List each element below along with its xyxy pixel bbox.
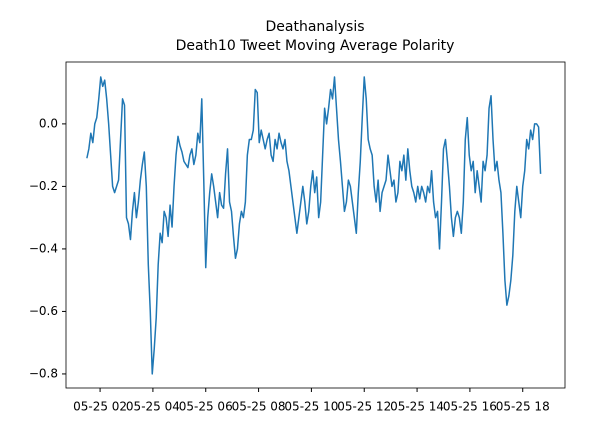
y-tick-label: −0.2 — [29, 179, 58, 193]
x-tick-label: 05-25 16 — [443, 400, 497, 414]
chart-subtitle: Death10 Tweet Moving Average Polarity — [176, 38, 455, 54]
y-tick-label: −0.4 — [29, 241, 58, 255]
x-tick-label: 05-25 14 — [390, 400, 444, 414]
x-tick-label: 05-25 08 — [232, 400, 286, 414]
y-tick-label: −0.6 — [29, 304, 58, 318]
x-tick-label: 05-25 06 — [179, 400, 233, 414]
chart-title: Deathanalysis — [265, 19, 364, 35]
y-tick-label: −0.8 — [29, 366, 58, 380]
x-tick-label: 05-25 18 — [496, 400, 550, 414]
x-tick-label: 05-25 10 — [284, 400, 338, 414]
data-line — [86, 76, 542, 375]
y-tick-label: 0.0 — [39, 116, 58, 130]
x-tick-label: 05-25 04 — [126, 400, 180, 414]
x-tick-label: 05-25 02 — [73, 400, 127, 414]
x-tick-label: 05-25 12 — [337, 400, 391, 414]
plot-frame — [65, 61, 566, 389]
